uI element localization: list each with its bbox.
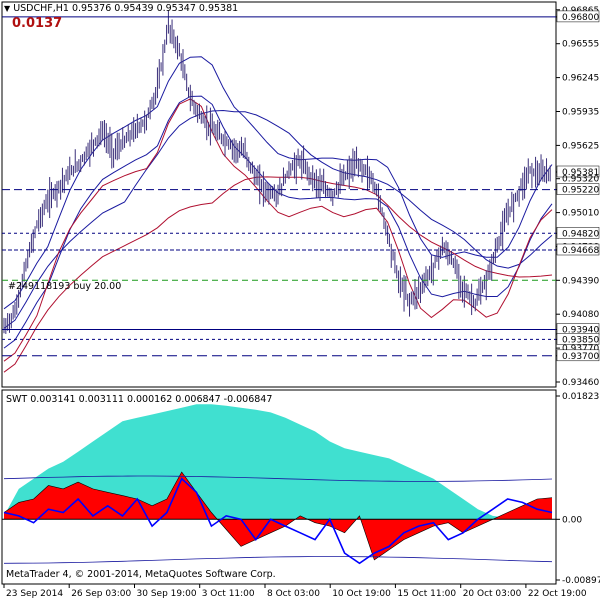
price-tick-label: 0.93770 (562, 344, 599, 354)
chart-header: ▼ USDCHF,H1 0.95376 0.95439 0.95347 0.95… (4, 3, 238, 14)
red-band-slow (3, 176, 553, 373)
symbol-timeframe: USDCHF,H1 (13, 3, 69, 14)
price-tick-label: 0.95625 (562, 141, 599, 151)
swt-blue-line (3, 477, 553, 565)
price-tick-label: 0.96800 (562, 13, 599, 23)
indicator-layer (2, 404, 556, 565)
price-tag-bg (556, 349, 600, 362)
time-tick-label: 10 Oct 19:00 (332, 589, 391, 599)
time-tick-label: 30 Sep 19:00 (137, 589, 197, 599)
price-tick-label: 0.93850 (562, 335, 599, 345)
price-tick-label: 0.94820 (562, 229, 599, 239)
price-tick-label: 0.94668 (562, 246, 599, 256)
triangle-down-icon[interactable]: ▼ (4, 4, 11, 13)
copyright-text: MetaTrader 4, © 2001-2014, MetaQuotes So… (6, 569, 276, 580)
price-tag-bg (556, 227, 600, 239)
indicator-label: SWT 0.003141 0.003111 0.000162 0.006847 … (6, 394, 273, 405)
time-tick-label: 3 Oct 11:00 (202, 589, 255, 599)
swt-upper-ref (3, 475, 553, 482)
price-tick-label: 0.96555 (562, 40, 599, 50)
price-tick-label: 0.95381 (562, 168, 599, 178)
swt-red-outline (3, 471, 553, 561)
price-layer (2, 10, 556, 373)
ohlc-values: 0.95376 0.95439 0.95347 0.95381 (71, 3, 239, 14)
price-tick-label: 0.95220 (562, 186, 599, 196)
swt-cyan-area (4, 404, 552, 520)
price-tick-label: 0.94080 (562, 310, 599, 320)
spread-value: 0.0137 (12, 16, 63, 31)
time-tick-label: 22 Oct 19:00 (528, 589, 587, 599)
time-tick-label: 8 Oct 03:00 (267, 589, 320, 599)
red-band-fast (3, 98, 553, 362)
price-tick-label: 0.94390 (562, 276, 599, 286)
bollinger-upper (3, 56, 553, 310)
price-tick-label: 0.93460 (562, 378, 599, 388)
long-ma-line (3, 109, 553, 329)
swt-red-area (4, 472, 552, 560)
time-tick-label: 20 Oct 03:00 (463, 589, 522, 599)
price-tick-label: 0.96245 (562, 74, 599, 84)
price-tag-bg (556, 333, 600, 345)
price-tick-label: 0.93940 (562, 326, 599, 336)
time-tick-label: 23 Sep 2014 (6, 589, 63, 599)
price-tag-bg (556, 165, 600, 178)
swt-lower-ref (3, 556, 553, 564)
ind-tick-label: -0.008972 (562, 576, 600, 586)
axis-layer: 0.968650.968000.965550.962450.959350.956… (3, 6, 600, 599)
ind-tick-label: 0.00 (562, 515, 582, 525)
ind-tick-label: 0.01823 (562, 392, 599, 402)
price-tag-bg (556, 10, 600, 23)
price-tick-label: 0.95320 (562, 175, 599, 185)
price-tag-bg (556, 183, 600, 195)
price-tick-label: 0.95935 (562, 108, 599, 118)
time-tick-label: 15 Oct 11:00 (397, 589, 456, 599)
price-tag-bg (556, 243, 600, 256)
price-pane-frame (1, 1, 557, 388)
time-tick-label: 26 Sep 03:00 (71, 589, 131, 599)
order-label[interactable]: #249118193 buy 20.00 (8, 281, 122, 292)
price-tick-label: 0.93700 (562, 352, 599, 362)
price-tick-label: 0.95010 (562, 209, 599, 219)
